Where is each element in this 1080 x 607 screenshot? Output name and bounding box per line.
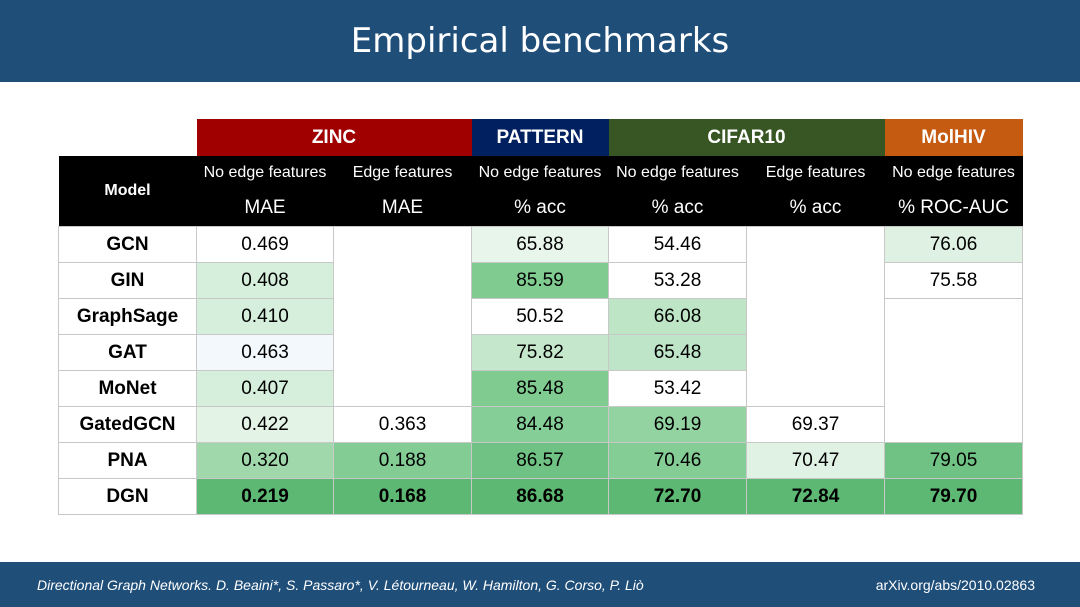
value-cell: 72.70 <box>608 478 747 515</box>
value-cell <box>333 226 472 407</box>
model-name: GraphSage <box>58 298 197 335</box>
subheader: No edge features <box>884 156 1023 190</box>
footer-bar <box>0 562 1080 607</box>
value-cell: 72.84 <box>746 478 885 515</box>
paper-url: arXiv.org/abs/2010.02863 <box>875 576 1035 593</box>
group-pattern: PATTERN <box>471 119 609 156</box>
table-row: GraphSage 0.410 50.52 66.08 <box>58 298 1023 443</box>
model-name: GAT <box>58 334 197 371</box>
value-cell: 50.52 <box>471 298 609 335</box>
value-cell: 0.320 <box>196 442 334 479</box>
table-row: GAT 0.463 75.82 65.48 <box>58 334 1023 371</box>
benchmark-table: ZINC PATTERN CIFAR10 MolHIV Model No edg… <box>58 119 1023 515</box>
value-cell: 0.363 <box>333 406 472 443</box>
value-cell: 86.68 <box>471 478 609 515</box>
model-name: PNA <box>58 442 197 479</box>
group-molhiv: MolHIV <box>884 119 1023 156</box>
value-cell: 0.422 <box>196 406 334 443</box>
model-name: GatedGCN <box>58 406 197 443</box>
metric-header: % acc <box>608 190 747 227</box>
value-cell: 75.82 <box>471 334 609 371</box>
metric-header: % acc <box>746 190 885 227</box>
table-row: GIN 0.408 85.59 53.28 75.58 <box>58 262 1023 299</box>
model-name: GCN <box>58 226 197 263</box>
value-cell: 54.46 <box>608 226 747 263</box>
value-cell <box>884 298 1023 443</box>
value-cell: 79.05 <box>884 442 1023 479</box>
value-cell: 0.469 <box>196 226 334 263</box>
slide-title: Empirical benchmarks <box>350 21 730 61</box>
table-row: GatedGCN 0.422 0.363 84.48 69.19 69.37 <box>58 406 1023 443</box>
group-zinc: ZINC <box>196 119 472 156</box>
value-cell: 0.168 <box>333 478 472 515</box>
subheader: No edge features <box>608 156 747 190</box>
citation: Directional Graph Networks. D. Beaini*, … <box>37 576 644 593</box>
value-cell: 79.70 <box>884 478 1023 515</box>
value-cell: 76.06 <box>884 226 1023 263</box>
model-name: GIN <box>58 262 197 299</box>
value-cell: 69.37 <box>746 406 885 443</box>
table-row: DGN 0.219 0.168 86.68 72.70 72.84 79.70 <box>58 478 1023 515</box>
metric-header: % acc <box>471 190 609 227</box>
model-header: Model <box>58 156 197 227</box>
table-body: GCN 0.469 65.88 54.46 76.06 GIN 0.408 85.59 53.2… <box>58 226 1023 515</box>
value-cell: 0.408 <box>196 262 334 299</box>
metric-header: % ROC-AUC <box>884 190 1023 227</box>
metric-header: MAE <box>196 190 334 227</box>
value-cell: 0.219 <box>196 478 334 515</box>
value-cell: 66.08 <box>608 298 747 335</box>
value-cell: 0.410 <box>196 298 334 335</box>
value-cell: 69.19 <box>608 406 747 443</box>
value-cell: 65.48 <box>608 334 747 371</box>
value-cell: 86.57 <box>471 442 609 479</box>
subheader: No edge features <box>471 156 609 190</box>
group-cifar10: CIFAR10 <box>608 119 885 156</box>
table-row: PNA 0.320 0.188 86.57 70.46 70.47 79.05 <box>58 442 1023 479</box>
value-cell: 0.407 <box>196 370 334 407</box>
table-row: GCN 0.469 65.88 54.46 76.06 <box>58 226 1023 407</box>
group-blank <box>58 119 197 156</box>
metric-header: MAE <box>333 190 472 227</box>
model-name: DGN <box>58 478 197 515</box>
value-cell: 85.59 <box>471 262 609 299</box>
value-cell: 0.463 <box>196 334 334 371</box>
title-bar <box>0 0 1080 82</box>
value-cell <box>746 226 885 407</box>
subheader: No edge features <box>196 156 334 190</box>
value-cell: 0.188 <box>333 442 472 479</box>
value-cell: 65.88 <box>471 226 609 263</box>
model-name: MoNet <box>58 370 197 407</box>
subheader: Edge features <box>333 156 472 190</box>
value-cell: 53.42 <box>608 370 747 407</box>
value-cell: 84.48 <box>471 406 609 443</box>
subheader: Edge features <box>746 156 885 190</box>
value-cell: 70.47 <box>746 442 885 479</box>
value-cell: 53.28 <box>608 262 747 299</box>
value-cell: 70.46 <box>608 442 747 479</box>
value-cell: 75.58 <box>884 262 1023 299</box>
value-cell: 85.48 <box>471 370 609 407</box>
